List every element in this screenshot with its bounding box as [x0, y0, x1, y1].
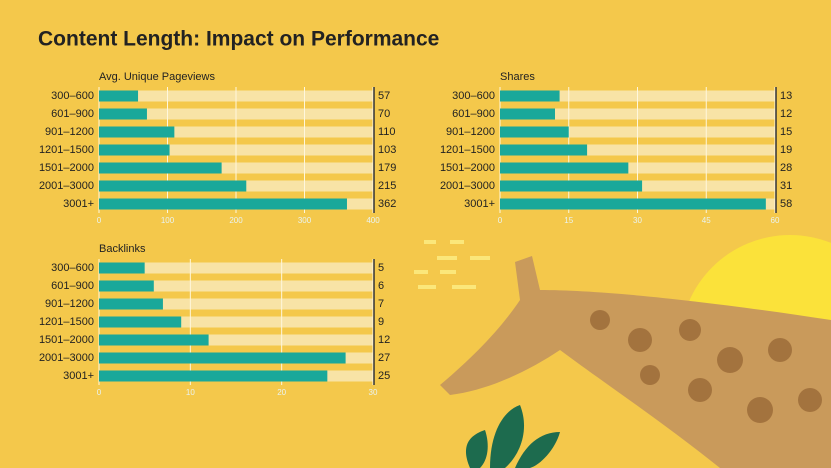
bar-track [99, 334, 373, 346]
category-label: 601–900 [51, 280, 94, 292]
page-title: Content Length: Impact on Performance [38, 28, 439, 51]
value-label: 28 [780, 162, 792, 174]
value-label: 12 [780, 108, 792, 120]
x-tick-label: 300 [298, 216, 312, 225]
bar [99, 126, 175, 138]
x-tick-label: 20 [277, 388, 286, 397]
bar [99, 162, 222, 174]
value-label: 31 [780, 180, 792, 192]
category-label: 2001–3000 [39, 352, 94, 364]
chart-title: Avg. Unique Pageviews [99, 71, 215, 83]
category-label: 3001+ [63, 370, 94, 382]
decoration [414, 235, 831, 468]
chart-title: Backlinks [99, 243, 146, 255]
category-label: 1201–1500 [39, 144, 94, 156]
value-label: 362 [378, 198, 396, 210]
value-label: 215 [378, 180, 396, 192]
bar-track [99, 316, 373, 328]
x-tick-label: 60 [771, 216, 780, 225]
bar [99, 144, 170, 156]
x-tick-label: 0 [97, 388, 102, 397]
value-label: 58 [780, 198, 792, 210]
category-label: 901–1200 [45, 298, 94, 310]
x-tick-label: 30 [369, 388, 378, 397]
category-label: 3001+ [63, 198, 94, 210]
x-tick-label: 0 [498, 216, 503, 225]
bar-track [99, 262, 373, 274]
bar [99, 280, 154, 292]
value-label: 5 [378, 262, 384, 274]
bar [500, 90, 560, 102]
x-tick-label: 0 [97, 216, 102, 225]
value-label: 27 [378, 352, 390, 364]
value-label: 12 [378, 334, 390, 346]
bar [500, 126, 569, 138]
chart-title: Shares [500, 71, 535, 83]
value-label: 19 [780, 144, 792, 156]
x-tick-label: 400 [366, 216, 380, 225]
bar [99, 352, 346, 364]
category-label: 1501–2000 [440, 162, 495, 174]
bar [99, 370, 328, 382]
category-label: 601–900 [51, 108, 94, 120]
value-label: 103 [378, 144, 396, 156]
value-label: 7 [378, 298, 384, 310]
bar [99, 316, 182, 328]
category-label: 1201–1500 [440, 144, 495, 156]
bar [500, 180, 643, 192]
category-label: 1501–2000 [39, 334, 94, 346]
x-tick-label: 45 [702, 216, 711, 225]
category-label: 300–600 [51, 262, 94, 274]
value-label: 25 [378, 370, 390, 382]
category-label: 601–900 [452, 108, 495, 120]
category-label: 300–600 [452, 90, 495, 102]
value-label: 70 [378, 108, 390, 120]
category-label: 1501–2000 [39, 162, 94, 174]
bar [99, 108, 147, 120]
value-label: 6 [378, 280, 384, 292]
bar [99, 262, 145, 274]
value-label: 9 [378, 316, 384, 328]
category-label: 300–600 [51, 90, 94, 102]
bar [500, 162, 629, 174]
value-label: 15 [780, 126, 792, 138]
value-label: 179 [378, 162, 396, 174]
bar-track [99, 298, 373, 310]
bar [99, 298, 163, 310]
bar [99, 334, 209, 346]
category-label: 1201–1500 [39, 316, 94, 328]
bar [99, 90, 139, 102]
category-label: 3001+ [464, 198, 495, 210]
value-label: 110 [378, 126, 396, 138]
bar [500, 108, 555, 120]
bar [500, 198, 766, 210]
category-label: 901–1200 [45, 126, 94, 138]
value-label: 57 [378, 90, 390, 102]
x-tick-label: 15 [564, 216, 573, 225]
value-label: 13 [780, 90, 792, 102]
category-label: 2001–3000 [39, 180, 94, 192]
bar [500, 144, 588, 156]
x-tick-label: 10 [186, 388, 195, 397]
category-label: 901–1200 [446, 126, 495, 138]
category-label: 2001–3000 [440, 180, 495, 192]
bar [99, 180, 247, 192]
bar-track [99, 280, 373, 292]
x-tick-label: 200 [229, 216, 243, 225]
bar [99, 198, 347, 210]
x-tick-label: 100 [161, 216, 175, 225]
x-tick-label: 30 [633, 216, 642, 225]
